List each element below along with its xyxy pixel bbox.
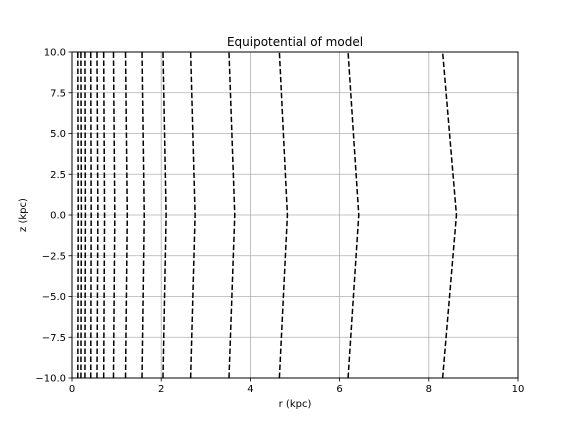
- y-tick-label-3: −2.5: [42, 251, 66, 262]
- y-tick-label-1: −7.5: [42, 333, 66, 344]
- equipotential-contour-13: [278, 51, 289, 379]
- x-tick-label-4: 8: [426, 384, 432, 395]
- x-tick-label-2: 4: [247, 384, 253, 395]
- equipotential-contour-11: [189, 51, 196, 379]
- equipotential-contour-15: [441, 51, 458, 379]
- y-tick-label-4: 0.0: [50, 211, 66, 222]
- x-tick-label-5: 10: [512, 384, 525, 395]
- equipotential-contour-7: [112, 51, 116, 379]
- equipotential-contour-5: [96, 51, 99, 379]
- x-axis-label: r (kpc): [279, 399, 312, 410]
- x-axis-ticks: 0 2 4 6 8 10: [69, 378, 525, 395]
- contour-lines: [77, 51, 458, 379]
- y-tick-label-6: 5.0: [50, 129, 66, 140]
- x-tick-label-1: 2: [158, 384, 164, 395]
- y-tick-label-8: 10.0: [44, 48, 66, 59]
- equipotential-contour-9: [141, 51, 146, 379]
- equipotential-contour-12: [228, 51, 236, 379]
- y-axis-label: z (kpc): [18, 198, 29, 232]
- equipotential-contour-10: [162, 51, 167, 379]
- y-tick-label-0: −10.0: [35, 374, 66, 385]
- equipotential-contour-6: [102, 51, 106, 379]
- x-tick-label-3: 6: [336, 384, 342, 395]
- y-axis-ticks: −10.0 −7.5 −5.0 −2.5 0.0 2.5 5.0 7.5 10.0: [35, 48, 72, 385]
- x-tick-label-0: 0: [69, 384, 75, 395]
- y-tick-label-5: 2.5: [50, 170, 66, 181]
- y-tick-label-7: 7.5: [50, 88, 66, 99]
- chart-title: Equipotential of model: [227, 35, 363, 49]
- equipotential-contour-8: [124, 51, 129, 379]
- y-tick-label-2: −5.0: [42, 292, 66, 303]
- equipotential-contour-14: [347, 51, 360, 379]
